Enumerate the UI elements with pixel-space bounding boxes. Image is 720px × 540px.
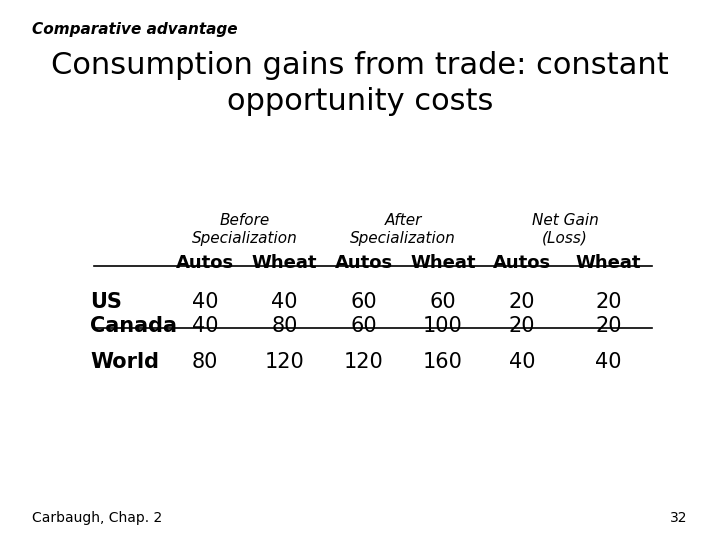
Text: 60: 60	[351, 292, 377, 312]
Text: 20: 20	[509, 292, 535, 312]
Text: Canada: Canada	[90, 316, 177, 336]
Text: Net Gain
(Loss): Net Gain (Loss)	[532, 213, 598, 246]
Text: Consumption gains from trade: constant
opportunity costs: Consumption gains from trade: constant o…	[51, 51, 669, 116]
Text: 40: 40	[192, 292, 218, 312]
Text: Comparative advantage: Comparative advantage	[32, 22, 238, 37]
Text: 40: 40	[595, 352, 621, 372]
Text: 20: 20	[509, 316, 535, 336]
Text: 40: 40	[192, 316, 218, 336]
Text: 160: 160	[423, 352, 463, 372]
Text: 40: 40	[271, 292, 297, 312]
Text: Autos: Autos	[176, 254, 234, 272]
Text: 40: 40	[509, 352, 535, 372]
Text: Wheat: Wheat	[252, 254, 317, 272]
Text: Wheat: Wheat	[576, 254, 641, 272]
Text: 120: 120	[343, 352, 384, 372]
Text: 60: 60	[430, 292, 456, 312]
Text: 32: 32	[670, 511, 688, 525]
Text: 20: 20	[595, 292, 621, 312]
Text: 20: 20	[595, 316, 621, 336]
Text: 120: 120	[264, 352, 305, 372]
Text: 80: 80	[271, 316, 297, 336]
Text: Autos: Autos	[335, 254, 392, 272]
Text: Carbaugh, Chap. 2: Carbaugh, Chap. 2	[32, 511, 163, 525]
Text: 60: 60	[351, 316, 377, 336]
Text: Before
Specialization: Before Specialization	[192, 213, 297, 246]
Text: Wheat: Wheat	[410, 254, 475, 272]
Text: 80: 80	[192, 352, 218, 372]
Text: After
Specialization: After Specialization	[351, 213, 456, 246]
Text: US: US	[90, 292, 122, 312]
Text: World: World	[90, 352, 159, 372]
Text: 100: 100	[423, 316, 463, 336]
Text: Autos: Autos	[493, 254, 551, 272]
